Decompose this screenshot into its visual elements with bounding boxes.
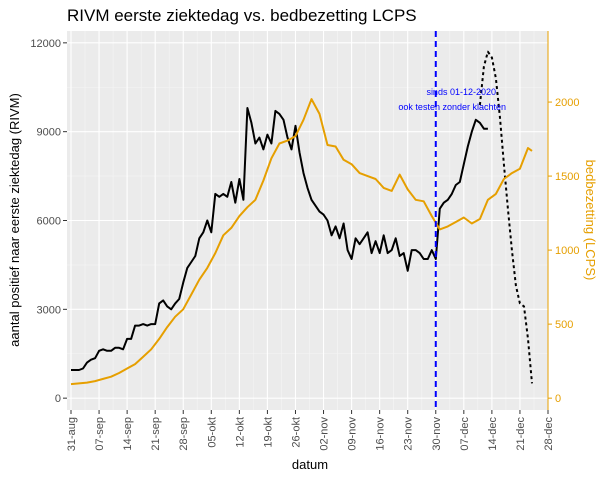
series-line-0 (71, 107, 488, 371)
series-layer (70, 50, 533, 386)
annotation-line-1: sinds 01-12-2020 (426, 87, 496, 97)
y-right-tick-label: 1000 (555, 245, 579, 257)
x-tick-label: 07-dec (459, 417, 471, 451)
x-tick-label: 30-nov (431, 417, 443, 451)
y-right-tick-label: 500 (555, 319, 573, 331)
x-tick-label: 02-nov (319, 417, 331, 451)
x-axis-title: datum (292, 457, 328, 472)
x-tick-label: 16-nov (375, 417, 387, 451)
x-tick-label: 09-nov (347, 417, 359, 451)
x-tick-label: 05-okt (206, 417, 218, 448)
x-tick-label: 31-aug (66, 417, 78, 451)
x-tick-label: 14-sep (122, 417, 134, 451)
x-tick-label: 21-sep (150, 417, 162, 451)
y-axis-title-left: aantal positief naar eerste ziektedag (R… (7, 93, 22, 347)
series-line-2 (70, 98, 533, 386)
x-tick-label: 28-sep (178, 417, 190, 451)
x-tick-label: 26-okt (291, 417, 303, 448)
annotation-line-2: ook testen zonder klachten (398, 102, 506, 112)
series-line-1 (478, 50, 533, 384)
x-tick-label: 28-dec (543, 417, 555, 451)
x-tick-label: 14-dec (487, 417, 499, 451)
axes: 31-aug 07-sep 14-sep 21-sep 28-sep 05-okt 12-o… (30, 38, 579, 451)
x-tick-label: 07-sep (94, 417, 106, 451)
x-tick-label: 23-nov (403, 417, 415, 451)
y-right-tick-label: 1500 (555, 171, 579, 183)
x-tick-label: 19-okt (262, 417, 274, 448)
y-left-tick-label: 12000 (30, 38, 61, 50)
y-left-tick-label: 3000 (37, 304, 61, 316)
y-left-tick-label: 9000 (37, 127, 61, 139)
x-tick-label: 12-okt (234, 417, 246, 448)
y-right-tick-label: 0 (555, 393, 561, 405)
y-right-tick-label: 2000 (555, 97, 579, 109)
y-left-tick-label: 0 (55, 393, 61, 405)
x-tick-label: 21-dec (515, 417, 527, 451)
y-axis-title-right: bedbezetting (LCPS) (583, 160, 598, 281)
y-left-tick-label: 6000 (37, 216, 61, 228)
chart-title: RIVM eerste ziektedag vs. bedbezetting L… (67, 6, 417, 25)
